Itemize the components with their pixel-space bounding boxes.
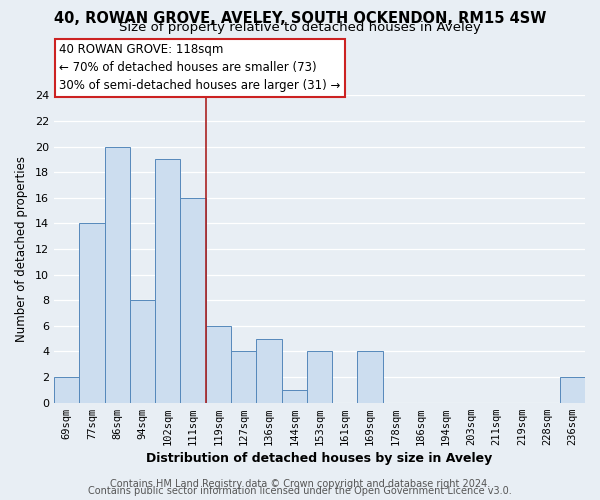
- Bar: [206, 326, 231, 402]
- Text: Contains HM Land Registry data © Crown copyright and database right 2024.: Contains HM Land Registry data © Crown c…: [110, 479, 490, 489]
- Bar: [155, 160, 181, 402]
- Bar: [130, 300, 155, 402]
- Bar: [281, 390, 307, 402]
- Bar: [54, 377, 79, 402]
- Text: 40 ROWAN GROVE: 118sqm
← 70% of detached houses are smaller (73)
30% of semi-det: 40 ROWAN GROVE: 118sqm ← 70% of detached…: [59, 44, 341, 92]
- Text: Size of property relative to detached houses in Aveley: Size of property relative to detached ho…: [119, 21, 481, 34]
- Bar: [79, 224, 104, 402]
- Bar: [256, 338, 281, 402]
- Bar: [358, 352, 383, 403]
- Bar: [307, 352, 332, 403]
- Bar: [181, 198, 206, 402]
- Text: Contains public sector information licensed under the Open Government Licence v3: Contains public sector information licen…: [88, 486, 512, 496]
- Y-axis label: Number of detached properties: Number of detached properties: [15, 156, 28, 342]
- Bar: [104, 146, 130, 402]
- Text: 40, ROWAN GROVE, AVELEY, SOUTH OCKENDON, RM15 4SW: 40, ROWAN GROVE, AVELEY, SOUTH OCKENDON,…: [54, 11, 546, 26]
- X-axis label: Distribution of detached houses by size in Aveley: Distribution of detached houses by size …: [146, 452, 493, 465]
- Bar: [560, 377, 585, 402]
- Bar: [231, 352, 256, 403]
